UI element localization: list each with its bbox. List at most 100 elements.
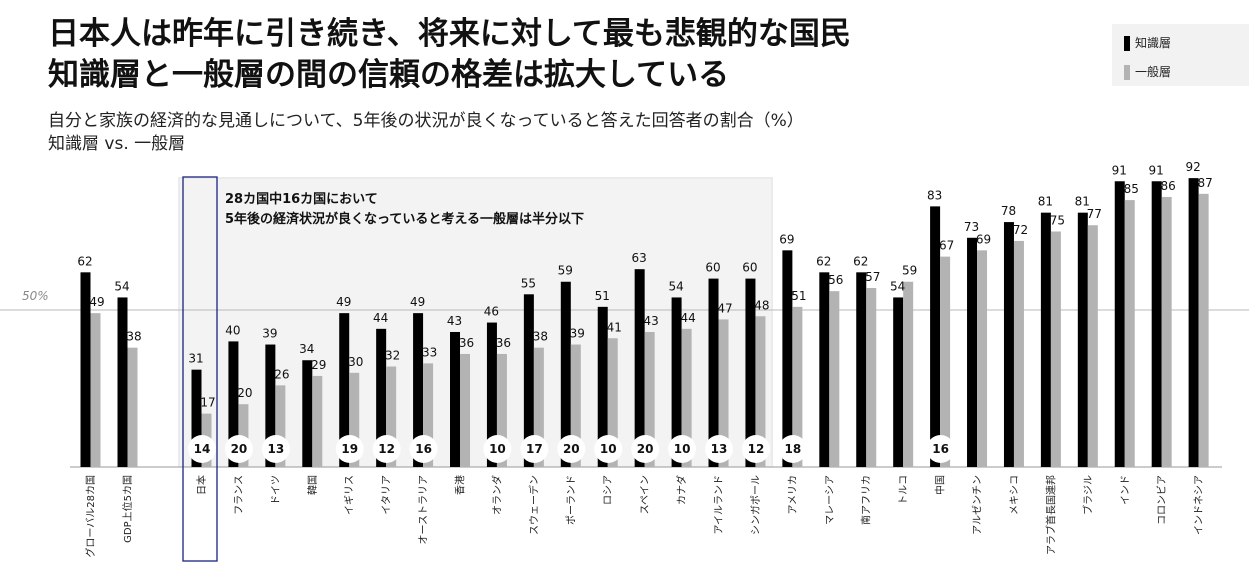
- bar-knowledge: [967, 237, 978, 467]
- legend-item-knowledge: 知識層: [1124, 34, 1171, 51]
- data-label-general: 33: [422, 345, 437, 359]
- reference-line-label: 50%: [22, 289, 49, 303]
- data-label-general: 47: [717, 301, 732, 315]
- bar-knowledge: [819, 272, 830, 467]
- bar-general: [238, 404, 249, 467]
- x-tick-label: イタリア: [381, 475, 393, 515]
- x-tick-label: オランダ: [490, 475, 503, 515]
- legend-item-general: 一般層: [1124, 63, 1171, 80]
- x-tick-label: マレーシア: [825, 475, 836, 525]
- bar-general: [866, 288, 877, 467]
- gap-badge-label: 10: [489, 442, 506, 456]
- gap-badge: [409, 435, 438, 463]
- bar-general: [423, 363, 434, 467]
- japan-highlight-box: [182, 176, 218, 562]
- data-label-knowledge: 54: [668, 279, 683, 293]
- legend-label-knowledge: 知識層: [1135, 36, 1172, 50]
- gap-badge: [261, 435, 290, 463]
- bar-general: [1161, 196, 1172, 467]
- bar-general: [829, 291, 840, 467]
- bar-knowledge: [745, 278, 756, 467]
- bar-general: [349, 372, 360, 467]
- bar-general: [312, 375, 323, 467]
- gap-badge: [926, 435, 955, 463]
- bar-knowledge: [339, 313, 350, 467]
- data-label-knowledge: 54: [890, 279, 905, 293]
- gap-badge-label: 20: [563, 442, 580, 456]
- data-label-knowledge: 69: [779, 232, 794, 246]
- data-label-general: 20: [237, 386, 252, 400]
- gap-badge-label: 13: [711, 442, 728, 456]
- bar-knowledge: [893, 297, 904, 467]
- data-label-knowledge: 51: [595, 289, 610, 303]
- gap-badge-label: 20: [231, 442, 248, 456]
- gap-badge: [483, 435, 512, 463]
- x-tick-label: スペイン: [640, 475, 651, 514]
- bar-general: [460, 353, 471, 467]
- bar-general: [607, 338, 618, 467]
- x-tick-label: アメリカ: [787, 475, 799, 515]
- bar-knowledge: [191, 369, 202, 467]
- gap-badge: [335, 435, 364, 463]
- bar-general: [1198, 193, 1209, 467]
- bar-knowledge: [450, 331, 461, 467]
- data-label-general: 41: [607, 320, 622, 334]
- data-label-knowledge: 49: [336, 295, 351, 309]
- gap-badge: [188, 435, 216, 463]
- data-label-knowledge: 92: [1185, 160, 1200, 174]
- data-label-general: 43: [644, 314, 659, 328]
- data-label-knowledge: 91: [1112, 163, 1127, 177]
- data-label-general: 86: [1161, 179, 1176, 193]
- chart-title: 日本人は昨年に引き続き、将来に対して最も悲観的な国民 知識層と一般層の間の信頼の…: [48, 14, 851, 96]
- x-tick-label: アイルランド: [713, 475, 725, 535]
- data-label-general: 48: [754, 298, 769, 312]
- data-label-knowledge: 62: [816, 254, 831, 268]
- gap-badge: [668, 435, 697, 463]
- bar-general: [496, 353, 507, 467]
- gap-badge-label: 16: [932, 442, 949, 456]
- data-label-general: 30: [348, 355, 363, 369]
- data-label-knowledge: 43: [447, 314, 462, 328]
- x-tick-label: ドイツ: [271, 475, 282, 505]
- data-label-knowledge: 81: [1038, 195, 1053, 209]
- bar-knowledge: [782, 250, 793, 467]
- x-tick-label: ブラジル: [1081, 475, 1094, 515]
- x-tick-label: グローバル28カ国: [84, 475, 97, 558]
- x-tick-label: 香港: [455, 475, 467, 495]
- x-tick-label: トルコ: [899, 475, 910, 505]
- bar-general: [977, 250, 988, 467]
- gap-badge: [778, 435, 807, 463]
- gap-badge: [372, 435, 401, 463]
- data-label-general: 57: [865, 270, 880, 284]
- bar-general: [644, 331, 655, 467]
- bar-general: [570, 344, 581, 467]
- gap-badge-label: 12: [378, 442, 395, 456]
- gap-badge-label: 20: [637, 442, 654, 456]
- legend-label-general: 一般層: [1135, 65, 1172, 79]
- x-tick-label: イギリス: [344, 475, 356, 515]
- bar-knowledge: [523, 294, 534, 467]
- bar-knowledge: [1114, 181, 1125, 467]
- x-tick-label: フランス: [233, 475, 245, 515]
- data-label-knowledge: 46: [484, 305, 499, 319]
- x-tick-label: アルゼンチン: [972, 475, 984, 535]
- title-line-2: 知識層と一般層の間の信頼の格差は拡大している: [48, 57, 730, 93]
- data-label-general: 49: [89, 295, 104, 309]
- gap-badge-label: 18: [785, 442, 802, 456]
- chart-subtitle: 自分と家族の経済的な見通しについて、5年後の状況が良くなっていると答えた回答者の…: [48, 110, 804, 156]
- bar-knowledge: [265, 344, 276, 467]
- bar-knowledge: [671, 297, 682, 467]
- data-label-general: 75: [1050, 214, 1065, 228]
- bar-knowledge: [1003, 222, 1014, 467]
- bar-general: [1087, 225, 1098, 467]
- bar-general: [755, 316, 766, 467]
- x-tick-label: メキシコ: [1009, 475, 1020, 515]
- data-label-knowledge: 39: [262, 327, 277, 341]
- legend-swatch-knowledge: [1124, 36, 1130, 51]
- bar-general: [533, 347, 544, 467]
- data-label-knowledge: 55: [521, 276, 536, 290]
- bar-knowledge: [413, 313, 424, 467]
- data-label-general: 36: [496, 336, 511, 350]
- x-tick-label: オーストラリア: [418, 475, 430, 545]
- gap-badge: [594, 435, 623, 463]
